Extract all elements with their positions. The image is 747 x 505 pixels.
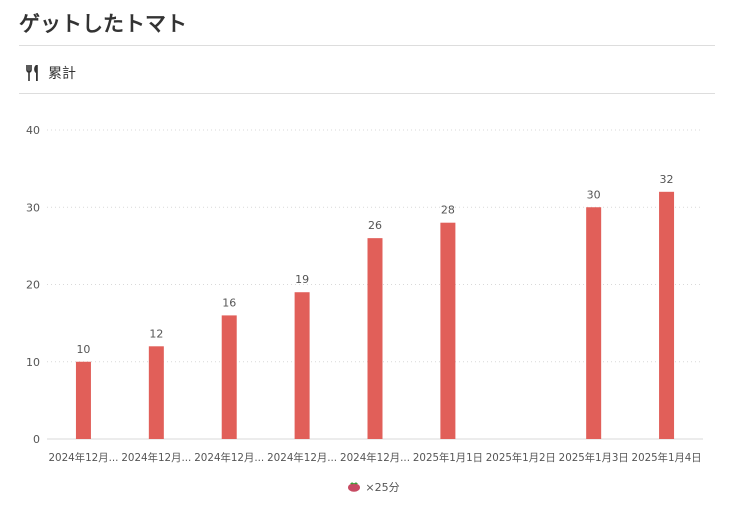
legend: ×25分 [0, 479, 747, 495]
data-label: 10 [76, 343, 90, 356]
data-label: 28 [441, 204, 455, 217]
data-label: 30 [587, 188, 601, 201]
data-label: 16 [222, 296, 236, 309]
bar [659, 191, 675, 439]
x-tick-label: 2025年1月4日 [632, 451, 702, 464]
x-tick-label: 2025年1月2日 [486, 451, 556, 464]
x-tick-label: 2024年12月... [267, 451, 337, 464]
y-tick-label: 10 [26, 356, 40, 369]
x-tick-label: 2024年12月... [340, 451, 410, 464]
section-label: 累計 [48, 66, 76, 82]
bar [221, 315, 237, 439]
data-label: 26 [368, 219, 382, 232]
bar [148, 346, 164, 439]
fork-knife-icon [26, 65, 40, 81]
y-tick-label: 0 [33, 433, 40, 446]
bar [75, 361, 91, 439]
x-tick-label: 2025年1月3日 [559, 451, 629, 464]
x-tick-label: 2024年12月... [48, 451, 118, 464]
data-label: 12 [149, 327, 163, 340]
y-tick-label: 20 [26, 279, 40, 292]
x-tick-label: 2025年1月1日 [413, 451, 483, 464]
y-tick-label: 30 [26, 201, 40, 214]
x-tick-label: 2024年12月... [121, 451, 191, 464]
legend-label: ×25分 [365, 481, 400, 494]
bar [294, 292, 310, 439]
data-label: 32 [660, 173, 674, 186]
y-tick-label: 40 [26, 124, 40, 137]
section-divider [19, 93, 715, 94]
data-label: 19 [295, 273, 309, 286]
title-divider [19, 45, 715, 46]
x-tick-label: 2024年12月... [194, 451, 264, 464]
bar [367, 238, 383, 439]
bar [440, 222, 456, 439]
bar [586, 207, 602, 439]
section-header: 累計 [26, 63, 76, 83]
page-title: ゲットしたトマト [19, 12, 187, 36]
tomato-icon [347, 480, 361, 495]
